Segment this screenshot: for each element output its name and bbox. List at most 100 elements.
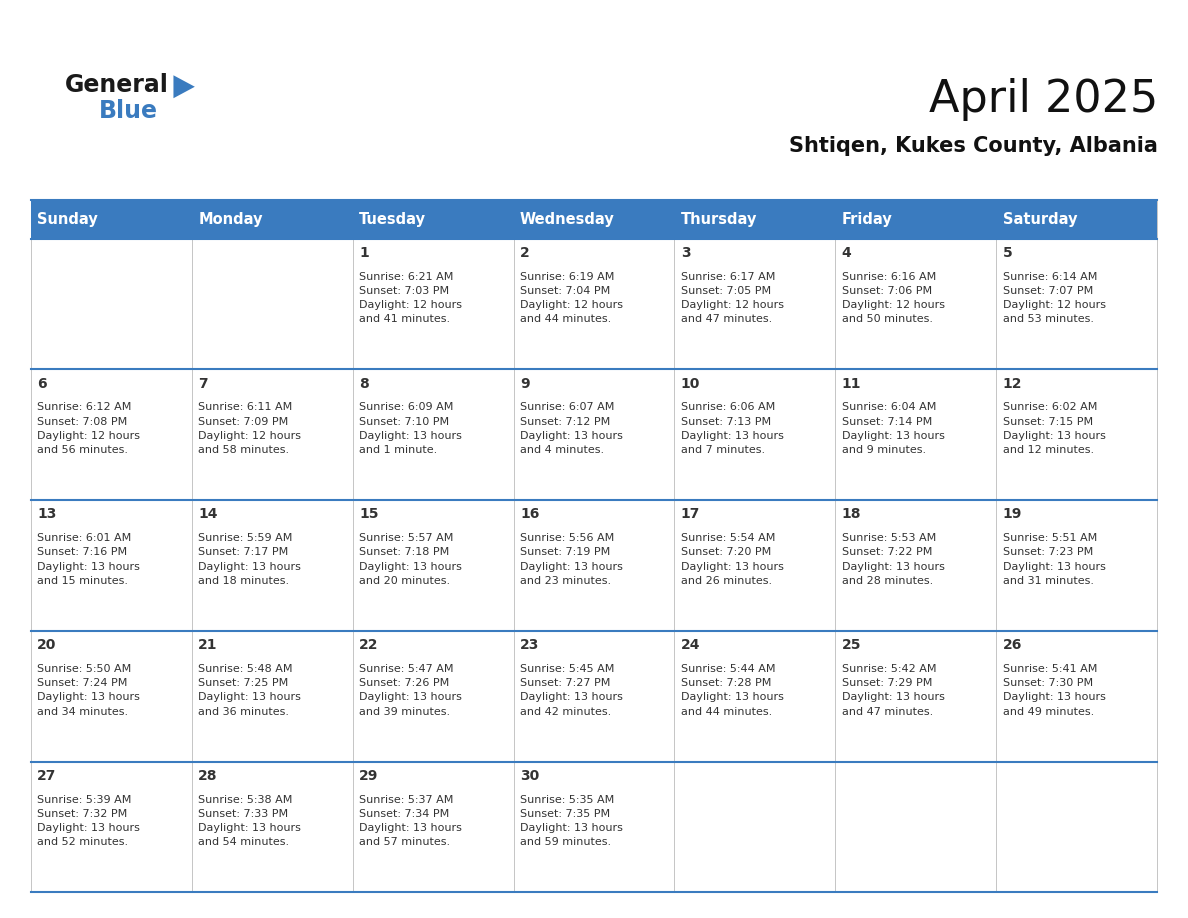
Text: 5: 5 [1003,246,1012,260]
Text: 4: 4 [842,246,852,260]
Text: Sunset: 7:13 PM: Sunset: 7:13 PM [681,417,771,427]
Text: Sunset: 7:05 PM: Sunset: 7:05 PM [681,285,771,296]
Text: Sunrise: 6:16 AM: Sunrise: 6:16 AM [842,272,936,282]
Text: 25: 25 [842,638,861,652]
Text: 14: 14 [198,508,217,521]
Text: 19: 19 [1003,508,1022,521]
Text: Sunrise: 6:06 AM: Sunrise: 6:06 AM [681,402,775,412]
Text: Sunset: 7:12 PM: Sunset: 7:12 PM [520,417,611,427]
Text: Sunset: 7:32 PM: Sunset: 7:32 PM [37,809,127,819]
Text: Daylight: 13 hours: Daylight: 13 hours [842,692,944,702]
Text: and 42 minutes.: and 42 minutes. [520,707,612,717]
Text: Daylight: 12 hours: Daylight: 12 hours [520,300,623,310]
Text: 8: 8 [359,376,368,391]
Text: Sunrise: 6:09 AM: Sunrise: 6:09 AM [359,402,454,412]
Text: Daylight: 13 hours: Daylight: 13 hours [1003,431,1106,441]
Text: Sunset: 7:35 PM: Sunset: 7:35 PM [520,809,611,819]
Text: and 12 minutes.: and 12 minutes. [1003,445,1094,455]
Text: Sunrise: 5:38 AM: Sunrise: 5:38 AM [198,795,292,804]
Text: 1: 1 [359,246,368,260]
Text: Shtiqen, Kukes County, Albania: Shtiqen, Kukes County, Albania [789,136,1158,156]
Text: Sunrise: 5:53 AM: Sunrise: 5:53 AM [842,533,936,543]
Text: Daylight: 13 hours: Daylight: 13 hours [198,692,301,702]
Text: Monday: Monday [198,212,263,227]
Text: Sunrise: 6:14 AM: Sunrise: 6:14 AM [1003,272,1097,282]
Text: Daylight: 13 hours: Daylight: 13 hours [520,562,623,572]
Text: and 44 minutes.: and 44 minutes. [520,314,612,324]
Text: 12: 12 [1003,376,1022,391]
Bar [31,239,1157,369]
Bar [31,631,1157,762]
Polygon shape [173,75,195,98]
Text: and 1 minute.: and 1 minute. [359,445,437,455]
Text: Daylight: 13 hours: Daylight: 13 hours [1003,692,1106,702]
Text: and 57 minutes.: and 57 minutes. [359,837,450,847]
Text: Sunset: 7:04 PM: Sunset: 7:04 PM [520,285,611,296]
Text: Sunset: 7:27 PM: Sunset: 7:27 PM [520,678,611,688]
Text: Sunset: 7:10 PM: Sunset: 7:10 PM [359,417,449,427]
Text: Daylight: 13 hours: Daylight: 13 hours [681,431,784,441]
Text: Daylight: 13 hours: Daylight: 13 hours [359,692,462,702]
Text: Sunrise: 5:45 AM: Sunrise: 5:45 AM [520,664,614,674]
Text: Saturday: Saturday [1003,212,1078,227]
Text: Sunrise: 5:51 AM: Sunrise: 5:51 AM [1003,533,1097,543]
Text: 26: 26 [1003,638,1022,652]
Text: Sunrise: 5:47 AM: Sunrise: 5:47 AM [359,664,454,674]
Text: and 52 minutes.: and 52 minutes. [37,837,128,847]
Bar [31,762,1157,892]
Text: Sunset: 7:22 PM: Sunset: 7:22 PM [842,547,933,557]
Text: Daylight: 12 hours: Daylight: 12 hours [359,300,462,310]
Text: 3: 3 [681,246,690,260]
Text: and 31 minutes.: and 31 minutes. [1003,576,1094,586]
Text: Sunset: 7:07 PM: Sunset: 7:07 PM [1003,285,1093,296]
Text: Daylight: 13 hours: Daylight: 13 hours [842,431,944,441]
Text: and 41 minutes.: and 41 minutes. [359,314,450,324]
Text: 24: 24 [681,638,701,652]
Text: Sunrise: 5:42 AM: Sunrise: 5:42 AM [842,664,936,674]
Text: Sunset: 7:06 PM: Sunset: 7:06 PM [842,285,931,296]
Text: Daylight: 12 hours: Daylight: 12 hours [842,300,944,310]
Text: and 50 minutes.: and 50 minutes. [842,314,933,324]
Text: Sunrise: 5:56 AM: Sunrise: 5:56 AM [520,533,614,543]
Text: Daylight: 13 hours: Daylight: 13 hours [37,823,140,833]
Text: Sunrise: 5:50 AM: Sunrise: 5:50 AM [37,664,132,674]
Text: and 39 minutes.: and 39 minutes. [359,707,450,717]
Text: Daylight: 12 hours: Daylight: 12 hours [198,431,302,441]
Text: Sunset: 7:28 PM: Sunset: 7:28 PM [681,678,771,688]
Text: Sunset: 7:16 PM: Sunset: 7:16 PM [37,547,127,557]
Text: General: General [65,73,169,97]
Text: 20: 20 [37,638,57,652]
Text: Friday: Friday [842,212,892,227]
Text: and 58 minutes.: and 58 minutes. [198,445,290,455]
Text: and 56 minutes.: and 56 minutes. [37,445,128,455]
Text: 10: 10 [681,376,700,391]
Text: Daylight: 13 hours: Daylight: 13 hours [198,823,301,833]
Text: Sunset: 7:15 PM: Sunset: 7:15 PM [1003,417,1093,427]
Text: Sunset: 7:25 PM: Sunset: 7:25 PM [198,678,289,688]
Text: Sunset: 7:19 PM: Sunset: 7:19 PM [520,547,611,557]
Text: Sunset: 7:30 PM: Sunset: 7:30 PM [1003,678,1093,688]
Text: 16: 16 [520,508,539,521]
Text: Sunrise: 5:59 AM: Sunrise: 5:59 AM [198,533,292,543]
Text: 18: 18 [842,508,861,521]
Text: Daylight: 13 hours: Daylight: 13 hours [681,562,784,572]
Text: and 47 minutes.: and 47 minutes. [681,314,772,324]
Text: Sunrise: 6:07 AM: Sunrise: 6:07 AM [520,402,614,412]
Text: and 15 minutes.: and 15 minutes. [37,576,128,586]
Text: and 47 minutes.: and 47 minutes. [842,707,933,717]
Text: and 54 minutes.: and 54 minutes. [198,837,290,847]
Text: Sunset: 7:17 PM: Sunset: 7:17 PM [198,547,289,557]
Text: 17: 17 [681,508,700,521]
Text: Daylight: 13 hours: Daylight: 13 hours [359,562,462,572]
Text: Sunset: 7:20 PM: Sunset: 7:20 PM [681,547,771,557]
Text: and 18 minutes.: and 18 minutes. [198,576,290,586]
Text: Sunrise: 5:57 AM: Sunrise: 5:57 AM [359,533,454,543]
Text: and 20 minutes.: and 20 minutes. [359,576,450,586]
Text: 6: 6 [37,376,48,391]
Text: and 28 minutes.: and 28 minutes. [842,576,933,586]
Text: Daylight: 13 hours: Daylight: 13 hours [37,562,140,572]
Text: Sunset: 7:26 PM: Sunset: 7:26 PM [359,678,449,688]
Text: Sunset: 7:34 PM: Sunset: 7:34 PM [359,809,449,819]
Text: and 34 minutes.: and 34 minutes. [37,707,128,717]
Text: Sunrise: 5:35 AM: Sunrise: 5:35 AM [520,795,614,804]
